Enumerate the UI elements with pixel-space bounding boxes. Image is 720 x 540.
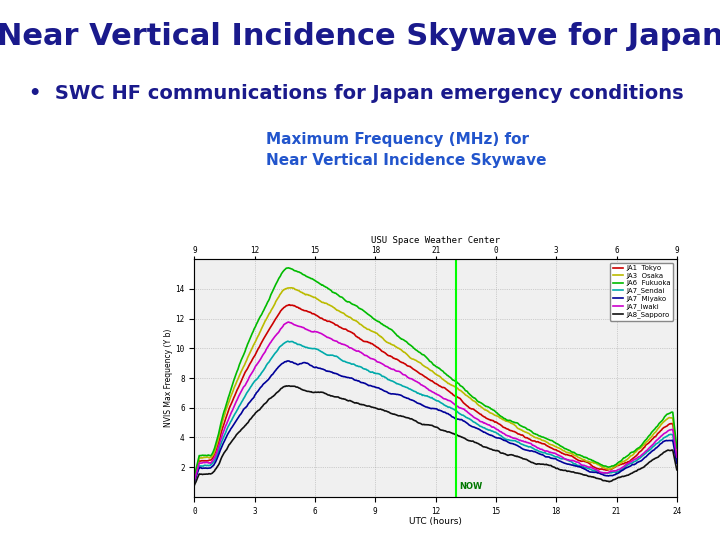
Text: Near Vertical Incidence Skywave for Japan: Near Vertical Incidence Skywave for Japa… bbox=[0, 22, 720, 51]
Text: NOW: NOW bbox=[460, 482, 483, 491]
Y-axis label: NVIS Max Frequency (Y b): NVIS Max Frequency (Y b) bbox=[163, 329, 173, 427]
Text: •  SWC HF communications for Japan emergency conditions: • SWC HF communications for Japan emerge… bbox=[29, 84, 683, 103]
Title: USU Space Weather Center: USU Space Weather Center bbox=[371, 237, 500, 245]
Legend: JA1  Tokyo, JA3  Osaka, JA6  Fukuoka, JA7_Sendai, JA7  Miyako, JA7_Iwaki, JA8_Sa: JA1 Tokyo, JA3 Osaka, JA6 Fukuoka, JA7_S… bbox=[610, 262, 673, 321]
Text: Maximum Frequency (MHz) for
Near Vertical Incidence Skywave: Maximum Frequency (MHz) for Near Vertica… bbox=[266, 132, 547, 168]
X-axis label: UTC (hours): UTC (hours) bbox=[409, 517, 462, 526]
